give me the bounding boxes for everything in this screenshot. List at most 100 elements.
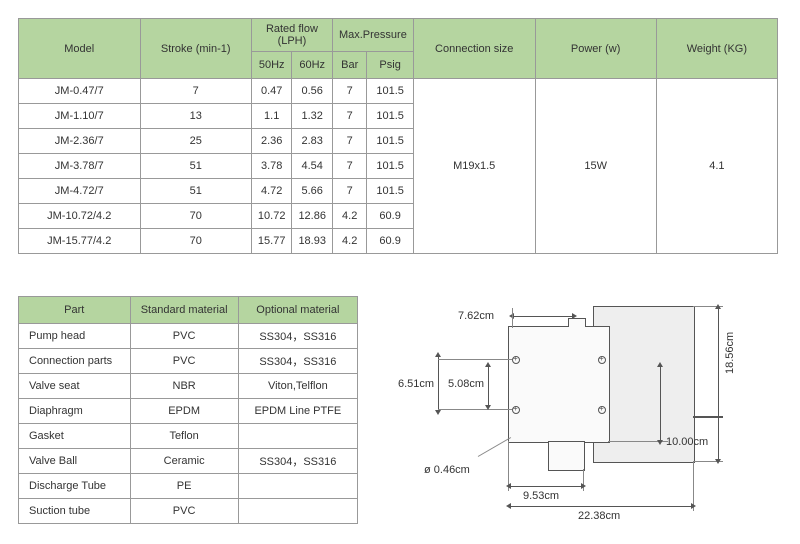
dim-bot-inner: 9.53cm xyxy=(523,490,559,502)
col-opt: Optional material xyxy=(238,297,357,324)
cell: 15.77 xyxy=(251,229,292,254)
cell: JM-10.72/4.2 xyxy=(19,204,141,229)
dim-arrow xyxy=(488,366,489,406)
col-std: Standard material xyxy=(130,297,238,324)
col-rated-flow: Rated flow (LPH) xyxy=(251,19,332,52)
cell-power: 15W xyxy=(535,79,656,254)
cell: 51 xyxy=(140,154,251,179)
dim-dia: ø 0.46cm xyxy=(424,464,470,476)
spec-table: Model Stroke (min-1) Rated flow (LPH) Ma… xyxy=(18,18,778,254)
cell: 101.5 xyxy=(367,79,413,104)
cell: 60.9 xyxy=(367,204,413,229)
cell: Suction tube xyxy=(19,499,131,524)
diagram-main-box xyxy=(508,326,610,443)
cell: Teflon xyxy=(130,424,238,449)
cell: 7 xyxy=(332,154,366,179)
cell: 101.5 xyxy=(367,179,413,204)
cell: 7 xyxy=(140,79,251,104)
dim-arrow xyxy=(438,356,439,411)
dim-arrow xyxy=(510,506,692,507)
dim-bot-outer: 22.38cm xyxy=(578,510,620,522)
table-row: GasketTeflon xyxy=(19,424,358,449)
col-60hz: 60Hz xyxy=(292,52,333,79)
cell-conn: M19x1.5 xyxy=(413,79,535,254)
cell: 2.83 xyxy=(292,129,333,154)
cell: Discharge Tube xyxy=(19,474,131,499)
cell: PVC xyxy=(130,499,238,524)
cell: JM-4.72/7 xyxy=(19,179,141,204)
screw-icon xyxy=(512,356,520,364)
cell: 4.54 xyxy=(292,154,333,179)
ext-line xyxy=(512,308,513,328)
materials-table: Part Standard material Optional material… xyxy=(18,296,358,524)
ext-line xyxy=(438,409,512,410)
cell: NBR xyxy=(130,374,238,399)
cell: Valve Ball xyxy=(19,449,131,474)
cell: 101.5 xyxy=(367,154,413,179)
cell: JM-3.78/7 xyxy=(19,154,141,179)
cell: Viton,Telflon xyxy=(238,374,357,399)
col-conn: Connection size xyxy=(413,19,535,79)
col-power: Power (w) xyxy=(535,19,656,79)
table-row: Suction tubePVC xyxy=(19,499,358,524)
dim-top: 7.62cm xyxy=(458,310,494,322)
cell: SS304，SS316 xyxy=(238,349,357,374)
cell: 7 xyxy=(332,104,366,129)
cell: Pump head xyxy=(19,324,131,349)
cell xyxy=(238,424,357,449)
cell: 5.66 xyxy=(292,179,333,204)
col-weight: Weight (KG) xyxy=(656,19,777,79)
dimension-diagram: 7.62cm 6.51cm 5.08cm ø 0.46cm 9.53cm 22.… xyxy=(398,296,758,526)
cell: 1.1 xyxy=(251,104,292,129)
dim-arrow xyxy=(660,366,661,441)
cell: Valve seat xyxy=(19,374,131,399)
cell: Gasket xyxy=(19,424,131,449)
screw-icon xyxy=(598,406,606,414)
table-row: Valve seatNBRViton,Telflon xyxy=(19,374,358,399)
cell: 0.47 xyxy=(251,79,292,104)
cell: Diaphragm xyxy=(19,399,131,424)
cell: 3.78 xyxy=(251,154,292,179)
col-part: Part xyxy=(19,297,131,324)
cell: 13 xyxy=(140,104,251,129)
dim-arrow xyxy=(718,308,719,460)
cell: EPDM xyxy=(130,399,238,424)
col-stroke: Stroke (min-1) xyxy=(140,19,251,79)
cell xyxy=(238,474,357,499)
cell: 70 xyxy=(140,204,251,229)
cell: PVC xyxy=(130,349,238,374)
dim-left-inner: 5.08cm xyxy=(448,378,484,390)
cell: 12.86 xyxy=(292,204,333,229)
table-row: DiaphragmEPDMEPDM Line PTFE xyxy=(19,399,358,424)
dim-right-outer: 18.56cm xyxy=(724,332,736,374)
cell: 101.5 xyxy=(367,129,413,154)
cell: JM-0.47/7 xyxy=(19,79,141,104)
dim-arrow xyxy=(513,316,573,317)
screw-icon xyxy=(512,406,520,414)
cell: JM-2.36/7 xyxy=(19,129,141,154)
cell: 60.9 xyxy=(367,229,413,254)
cell: 2.36 xyxy=(251,129,292,154)
cell: 7 xyxy=(332,179,366,204)
cell: 101.5 xyxy=(367,104,413,129)
cell: 25 xyxy=(140,129,251,154)
dim-arrow xyxy=(510,486,582,487)
screw-icon xyxy=(598,356,606,364)
table-row: Valve BallCeramicSS304，SS316 xyxy=(19,449,358,474)
ext-line xyxy=(478,437,511,457)
dim-right-inner: 10.00cm xyxy=(666,436,708,448)
diagram-bottom-box xyxy=(548,441,585,471)
col-max-pressure: Max.Pressure xyxy=(332,19,413,52)
diagram-top-nub xyxy=(568,318,586,327)
cell: EPDM Line PTFE xyxy=(238,399,357,424)
cell-weight: 4.1 xyxy=(656,79,777,254)
cell: SS304，SS316 xyxy=(238,449,357,474)
cell: 0.56 xyxy=(292,79,333,104)
col-psig: Psig xyxy=(367,52,413,79)
table-row: Pump headPVCSS304，SS316 xyxy=(19,324,358,349)
cell: PVC xyxy=(130,324,238,349)
cell: 4.2 xyxy=(332,204,366,229)
cell: Connection parts xyxy=(19,349,131,374)
cell: 1.32 xyxy=(292,104,333,129)
dim-left-outer: 6.51cm xyxy=(398,378,434,390)
